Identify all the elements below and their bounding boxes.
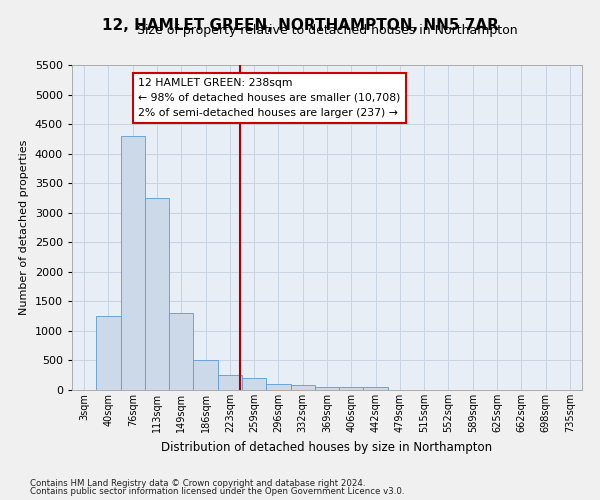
- Bar: [218, 375, 242, 390]
- Bar: [339, 387, 364, 390]
- Bar: [242, 378, 266, 390]
- Bar: [169, 313, 193, 390]
- X-axis label: Distribution of detached houses by size in Northampton: Distribution of detached houses by size …: [161, 440, 493, 454]
- Bar: [315, 387, 339, 390]
- Title: Size of property relative to detached houses in Northampton: Size of property relative to detached ho…: [137, 24, 517, 38]
- Bar: [364, 387, 388, 390]
- Text: Contains HM Land Registry data © Crown copyright and database right 2024.: Contains HM Land Registry data © Crown c…: [30, 478, 365, 488]
- Bar: [266, 384, 290, 390]
- Bar: [121, 136, 145, 390]
- Bar: [96, 316, 121, 390]
- Text: 12, HAMLET GREEN, NORTHAMPTON, NN5 7AR: 12, HAMLET GREEN, NORTHAMPTON, NN5 7AR: [101, 18, 499, 32]
- Y-axis label: Number of detached properties: Number of detached properties: [19, 140, 29, 315]
- Text: Contains public sector information licensed under the Open Government Licence v3: Contains public sector information licen…: [30, 487, 404, 496]
- Text: 12 HAMLET GREEN: 238sqm
← 98% of detached houses are smaller (10,708)
2% of semi: 12 HAMLET GREEN: 238sqm ← 98% of detache…: [139, 78, 401, 118]
- Bar: [145, 198, 169, 390]
- Bar: [193, 360, 218, 390]
- Bar: [290, 386, 315, 390]
